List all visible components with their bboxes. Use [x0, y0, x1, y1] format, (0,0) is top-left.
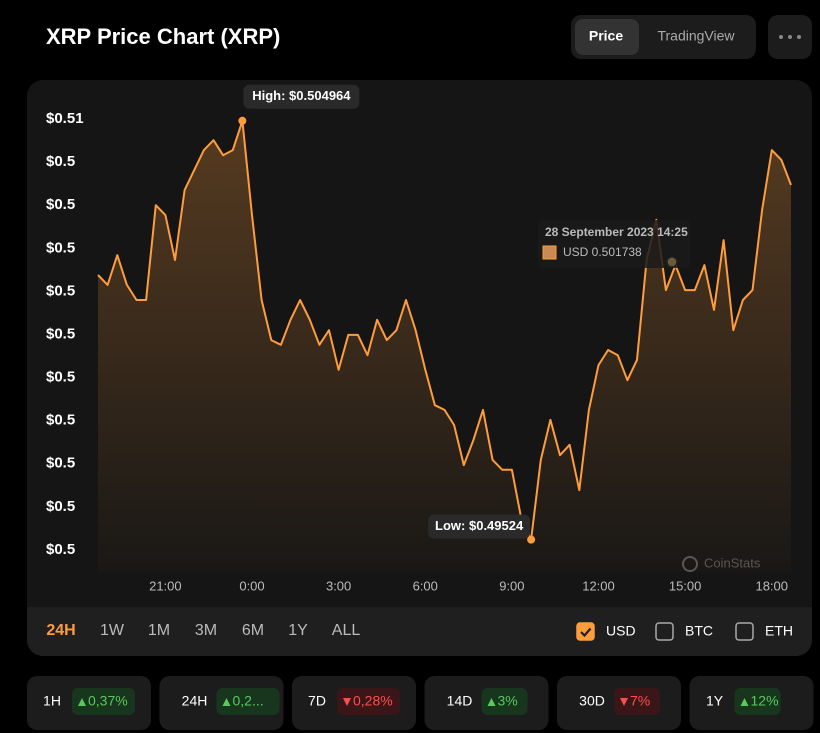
stat-pill — [734, 688, 781, 715]
y-tick-label: $0.5 — [46, 369, 75, 386]
checkbox[interactable] — [735, 622, 754, 641]
checkbox[interactable] — [655, 622, 674, 641]
range-button[interactable]: 24H — [46, 622, 75, 639]
high-label: High: $0.504964 — [252, 88, 351, 103]
x-tick-label: 21:00 — [149, 578, 182, 593]
currency-label: ETH — [765, 623, 793, 639]
stat-period: 1H — [43, 693, 61, 709]
y-tick-label: $0.5 — [46, 541, 75, 558]
high-marker — [238, 116, 247, 125]
y-tick-label: $0.5 — [46, 196, 75, 213]
x-tick-label: 9:00 — [499, 578, 524, 593]
range-button[interactable]: 1W — [100, 622, 125, 639]
range-button[interactable]: 1M — [148, 622, 170, 639]
check-icon — [580, 627, 592, 638]
y-tick-label: $0.5 — [46, 412, 75, 429]
tab[interactable]: Price — [589, 28, 623, 44]
stat-period: 24H — [182, 693, 208, 709]
tooltip-bg — [538, 220, 690, 268]
stat-period: 1Y — [706, 693, 724, 709]
range-button[interactable]: ALL — [332, 622, 361, 639]
stat-change: 0,2... — [233, 693, 264, 709]
dot — [797, 35, 801, 39]
page-title: XRP Price Chart (XRP) — [46, 24, 280, 49]
stat-change: 7% — [630, 693, 650, 709]
stat-change: 12% — [751, 693, 779, 709]
controls-bar — [27, 607, 812, 656]
stat-pill — [481, 688, 528, 715]
hover-dot — [666, 256, 678, 268]
arrow-up — [487, 698, 496, 706]
stat-period: 7D — [308, 693, 326, 709]
stat-change: 0,28% — [353, 693, 393, 709]
stat-change: 0,37% — [88, 693, 128, 709]
tooltip-title: 28 September 2023 14:25 — [545, 225, 688, 239]
currency-label: BTC — [685, 623, 713, 639]
dot — [779, 35, 783, 39]
stat-pill — [72, 688, 135, 715]
y-tick-label: $0.5 — [46, 325, 75, 342]
y-tick-label: $0.51 — [46, 110, 84, 127]
x-tick-label: 0:00 — [239, 578, 264, 593]
low-label: Low: $0.49524 — [435, 518, 524, 533]
stat-period: 14D — [447, 693, 473, 709]
tab[interactable]: TradingView — [657, 28, 735, 44]
tab-active-bg — [575, 19, 639, 55]
stat-change: 3% — [498, 693, 518, 709]
tooltip-swatch — [542, 245, 557, 260]
stat-pill — [216, 688, 280, 715]
tooltip-value: USD 0.501738 — [563, 245, 642, 259]
arrow-up — [222, 698, 231, 706]
y-tick-label: $0.5 — [46, 153, 75, 170]
currency-label: USD — [606, 623, 636, 639]
controls: Price TradingView 24H 1W 1M 3M 6M 1Y ALL USD BTC ET… — [27, 19, 814, 730]
x-tick-label: 3:00 — [326, 578, 351, 593]
x-tick-label: 6:00 — [413, 578, 438, 593]
y-tick-label: $0.5 — [46, 498, 75, 515]
area — [98, 120, 791, 572]
arrow-down — [343, 698, 351, 706]
x-tick-label: 12:00 — [582, 578, 615, 593]
dot — [788, 35, 792, 39]
x-tick-label: 18:00 — [755, 578, 788, 593]
x-tick-label: 15:00 — [669, 578, 702, 593]
y-tick-label: $0.5 — [46, 282, 75, 299]
arrow-up — [78, 698, 86, 706]
range-button[interactable]: 6M — [242, 622, 264, 639]
arrow-up — [740, 698, 749, 706]
checkbox[interactable] — [576, 622, 595, 641]
y-tick-label: $0.5 — [46, 239, 75, 256]
stat-period: 30D — [579, 693, 605, 709]
range-button[interactable]: 3M — [195, 622, 217, 639]
low-marker — [527, 535, 536, 544]
y-tick-label: $0.5 — [46, 455, 75, 472]
range-button[interactable]: 1Y — [288, 622, 308, 639]
stat-pill — [614, 688, 660, 715]
arrow-down — [620, 698, 628, 706]
low-label-bg — [428, 514, 531, 539]
high-label-bg — [243, 84, 360, 109]
stat-pill — [337, 688, 400, 715]
chart-area: $0.51 $0.5 $0.5 $0.5 $0.5 $0.5 $0.5 $0.5 $0.5 $0.… — [46, 84, 792, 593]
